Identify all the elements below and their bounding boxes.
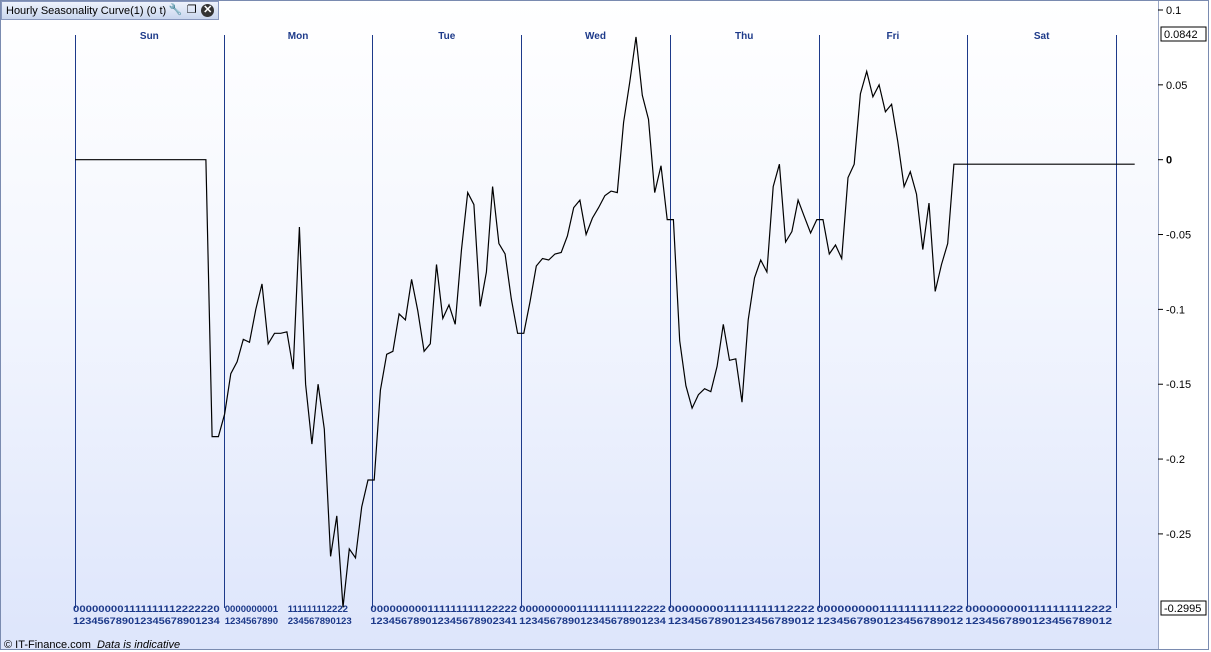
restore-window-icon[interactable]: ❐ xyxy=(186,4,197,16)
hour-tick-row-top: 0000000001111111111222 xyxy=(817,604,964,615)
hour-tick-row-bottom: 1234567890123456789012 xyxy=(965,616,1112,627)
min-value-label: -0.2995 xyxy=(1164,603,1201,615)
hour-tick-row-top: 0000000001 xyxy=(225,604,279,615)
y-tick-label: 0 xyxy=(1166,155,1172,167)
copyright-text: © IT-Finance.com xyxy=(4,639,91,651)
window-title: Hourly Seasonality Curve(1) (0 t) xyxy=(6,4,167,17)
hour-tick-row-top: 000000000111111111122222 xyxy=(519,604,666,615)
window-titlebar[interactable]: Hourly Seasonality Curve(1) (0 t) 🔧 ❐ ✕ xyxy=(1,1,220,20)
y-tick-label: 0.1 xyxy=(1166,5,1181,17)
wrench-icon[interactable]: 🔧 xyxy=(168,4,183,16)
footer: © IT-Finance.com Data is indicative xyxy=(4,639,180,651)
day-label-sat: Sat xyxy=(1034,31,1050,42)
day-label-thu: Thu xyxy=(735,31,753,42)
current-value-label-box xyxy=(1160,26,1207,42)
hour-tick-row-bottom: 123456789012345678902341 xyxy=(370,616,517,627)
seasonality-line xyxy=(75,36,1135,608)
hour-tick-row-top: 111111112222 xyxy=(288,604,348,615)
hour-tick-row-top: 000000001111111112222220 xyxy=(73,604,220,615)
hour-tick-row-bottom: 234567890123 xyxy=(288,616,352,627)
hour-tick-row-bottom: 1234567890123456789012 xyxy=(817,616,964,627)
day-label-mon: Mon xyxy=(288,31,309,42)
disclaimer-text: Data is indicative xyxy=(96,639,181,651)
hour-tick-row-top: 0000000011111111112222 xyxy=(668,604,815,615)
hour-tick-row-bottom: 123456789012345678901234 xyxy=(519,616,666,627)
y-tick-label: -0.1 xyxy=(1166,304,1185,316)
hour-tick-row-bottom: 1234567890 xyxy=(225,616,278,627)
day-label-fri: Fri xyxy=(887,31,900,42)
day-label-sun: Sun xyxy=(140,31,159,42)
y-axis-panel xyxy=(1158,0,1209,650)
min-value-label-box xyxy=(1160,600,1207,616)
y-tick-label: -0.05 xyxy=(1166,230,1191,242)
hour-tick-row-bottom: 1234567890123456789012 xyxy=(668,616,815,627)
close-icon[interactable]: ✕ xyxy=(201,4,215,17)
y-tick-label: 0.05 xyxy=(1166,80,1187,92)
hour-tick-row-top: 000000000111111111122222 xyxy=(370,604,517,615)
plot-background xyxy=(0,0,1158,650)
hour-tick-row-bottom: 123456789012345678901234 xyxy=(73,616,220,627)
hour-tick-row-top: 0000000001111111112222 xyxy=(965,604,1112,615)
current-value-label: 0.0842 xyxy=(1164,29,1198,41)
y-tick-label: -0.15 xyxy=(1166,379,1191,391)
y-tick-label: -0.25 xyxy=(1166,529,1191,541)
day-label-wed: Wed xyxy=(585,31,606,42)
day-label-tue: Tue xyxy=(438,31,455,42)
y-tick-label: -0.2 xyxy=(1166,454,1185,466)
